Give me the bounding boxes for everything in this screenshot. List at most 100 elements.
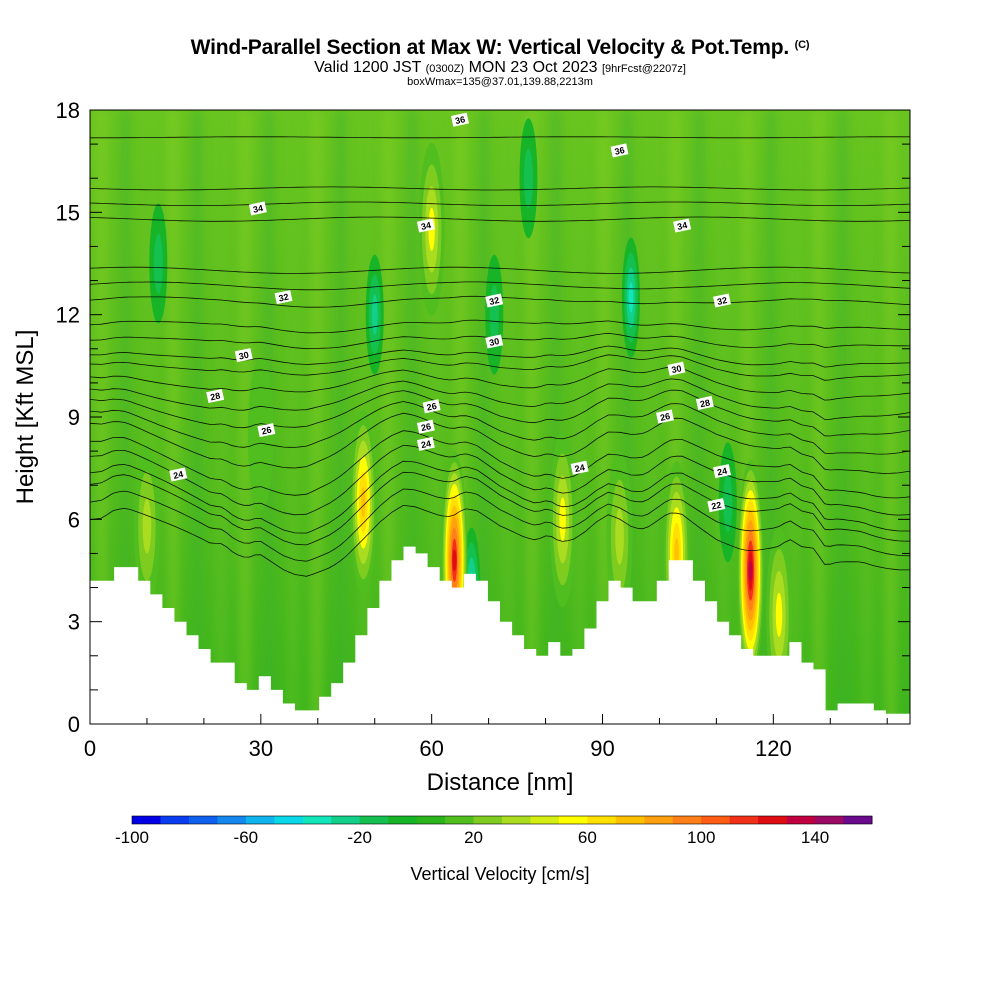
contour-label-bg xyxy=(713,293,731,308)
colorbar-tick-label: 100 xyxy=(687,828,715,847)
contour-label-text: 24 xyxy=(420,438,432,450)
cell-level xyxy=(523,148,533,209)
downdraft-cell xyxy=(621,237,640,358)
cell-level xyxy=(153,233,163,294)
contour-label: 30 xyxy=(234,348,253,363)
texture-streak xyxy=(623,110,632,724)
theta-contour xyxy=(90,488,910,562)
colorbar-tick-label: 140 xyxy=(801,828,829,847)
cell-level xyxy=(559,497,566,542)
contour-label: 36 xyxy=(610,143,629,158)
texture-streak xyxy=(456,110,465,724)
contour-label: 26 xyxy=(416,419,435,434)
texture-streak xyxy=(719,110,728,724)
contour-label: 22 xyxy=(707,498,726,513)
contour-label-text: 32 xyxy=(278,292,290,304)
contour-label-bg xyxy=(610,143,629,158)
contour-label-text: 36 xyxy=(614,145,626,157)
texture-streak xyxy=(145,110,154,724)
contour-label-text: 26 xyxy=(261,425,273,437)
contour-label-bg xyxy=(422,399,441,414)
texture-streak xyxy=(312,110,321,724)
colorbar-frame xyxy=(131,815,873,825)
theta-contours xyxy=(90,136,910,577)
downdraft-cell xyxy=(149,203,168,324)
colorbar-tick-label: -20 xyxy=(347,828,372,847)
valid-time-line: Valid 1200 JST (0300Z) MON 23 Oct 2023 [… xyxy=(0,60,1000,77)
colorbar-tick-label: 20 xyxy=(464,828,483,847)
contour-label-text: 34 xyxy=(252,203,264,215)
x-tick-label: 30 xyxy=(249,736,273,761)
cell-level xyxy=(775,592,783,637)
colorbar-tick-label: -60 xyxy=(234,828,259,847)
contour-label: 24 xyxy=(570,460,589,475)
texture-streak xyxy=(743,110,752,724)
texture-streak xyxy=(886,110,895,724)
title-text: Wind-Parallel Section at Max W: Vertical… xyxy=(190,36,790,59)
y-tick-label: 12 xyxy=(56,303,80,328)
colorbar-swatch xyxy=(701,816,731,824)
x-tick-label: 120 xyxy=(755,736,792,761)
colorbar-swatch xyxy=(132,816,161,824)
y-axis-label: Height [Kft MSL] xyxy=(12,330,39,505)
texture-streak xyxy=(408,110,417,724)
texture-streak xyxy=(862,110,871,724)
texture-streak xyxy=(480,110,489,724)
colorbar-swatch xyxy=(388,816,418,824)
contour-label-text: 24 xyxy=(172,469,184,481)
texture-streak xyxy=(599,110,608,724)
theta-contour xyxy=(90,401,910,455)
contour-label-text: 22 xyxy=(710,500,722,512)
theta-contour xyxy=(90,444,910,516)
contour-label-bg xyxy=(570,460,589,475)
colorbar-swatch xyxy=(644,816,674,824)
plot-area: 24 24 24 24 22 26 26 26 26 28 28 30 30 30 32 32 32 34 34 34… xyxy=(90,110,910,724)
contour-label: 24 xyxy=(416,436,435,451)
contour-label: 36 xyxy=(451,112,469,127)
colorbar-swatch xyxy=(359,816,389,824)
theta-contour xyxy=(90,460,910,534)
theta-contour xyxy=(90,319,910,334)
colorbar-swatch xyxy=(217,816,247,824)
contour-label-text: 28 xyxy=(699,397,711,409)
texture-streak xyxy=(384,110,393,724)
y-tick-label: 6 xyxy=(68,507,80,532)
forecast-info: [9hrFcst@2207z] xyxy=(601,63,686,75)
contour-label: 26 xyxy=(422,399,441,414)
colorbar-swatch xyxy=(331,816,361,824)
contour-label-text: 30 xyxy=(238,350,250,362)
theta-contour xyxy=(90,504,910,577)
texture-streak xyxy=(814,110,823,724)
contour-label: 32 xyxy=(274,290,293,305)
contour-label-text: 36 xyxy=(454,114,466,126)
contour-label-text: 30 xyxy=(488,336,500,348)
contour-label-bg xyxy=(695,395,714,410)
texture-streak xyxy=(767,110,776,724)
texture-streak xyxy=(551,110,560,724)
chart-subtitle: boxWmax=135@37.01,139.88,2213m xyxy=(407,76,593,88)
theta-contour xyxy=(90,389,910,437)
contour-label-text: 30 xyxy=(671,363,683,375)
contour-label: 32 xyxy=(713,293,731,308)
colorbar-swatch xyxy=(445,816,475,824)
valid-utc: (0300Z) xyxy=(425,63,465,75)
colorbar-swatch xyxy=(302,816,332,824)
colorbar-swatch xyxy=(615,816,645,824)
colorbar-swatch xyxy=(729,816,759,824)
contour-label-bg xyxy=(673,218,692,233)
theta-contour xyxy=(90,201,910,206)
chart-title: Wind-Parallel Section at Max W: Vertical… xyxy=(0,36,1000,60)
theta-contour xyxy=(90,430,910,499)
contour-label-bg xyxy=(274,290,293,305)
theta-contour xyxy=(90,412,910,474)
downdraft-cell xyxy=(365,254,384,375)
contour-label-bg xyxy=(485,293,504,308)
updraft-cell xyxy=(737,460,764,681)
colorbar-label: Vertical Velocity [cm/s] xyxy=(410,864,589,884)
texture-streak xyxy=(838,110,847,724)
contour-label-bg xyxy=(257,423,276,438)
theta-contour-labels: 24 24 24 24 22 26 26 26 26 28 28 30 30 30 32 32 32 34 34 34… xyxy=(169,112,731,513)
colorbar-swatch xyxy=(416,816,446,824)
contour-label: 34 xyxy=(416,218,435,233)
